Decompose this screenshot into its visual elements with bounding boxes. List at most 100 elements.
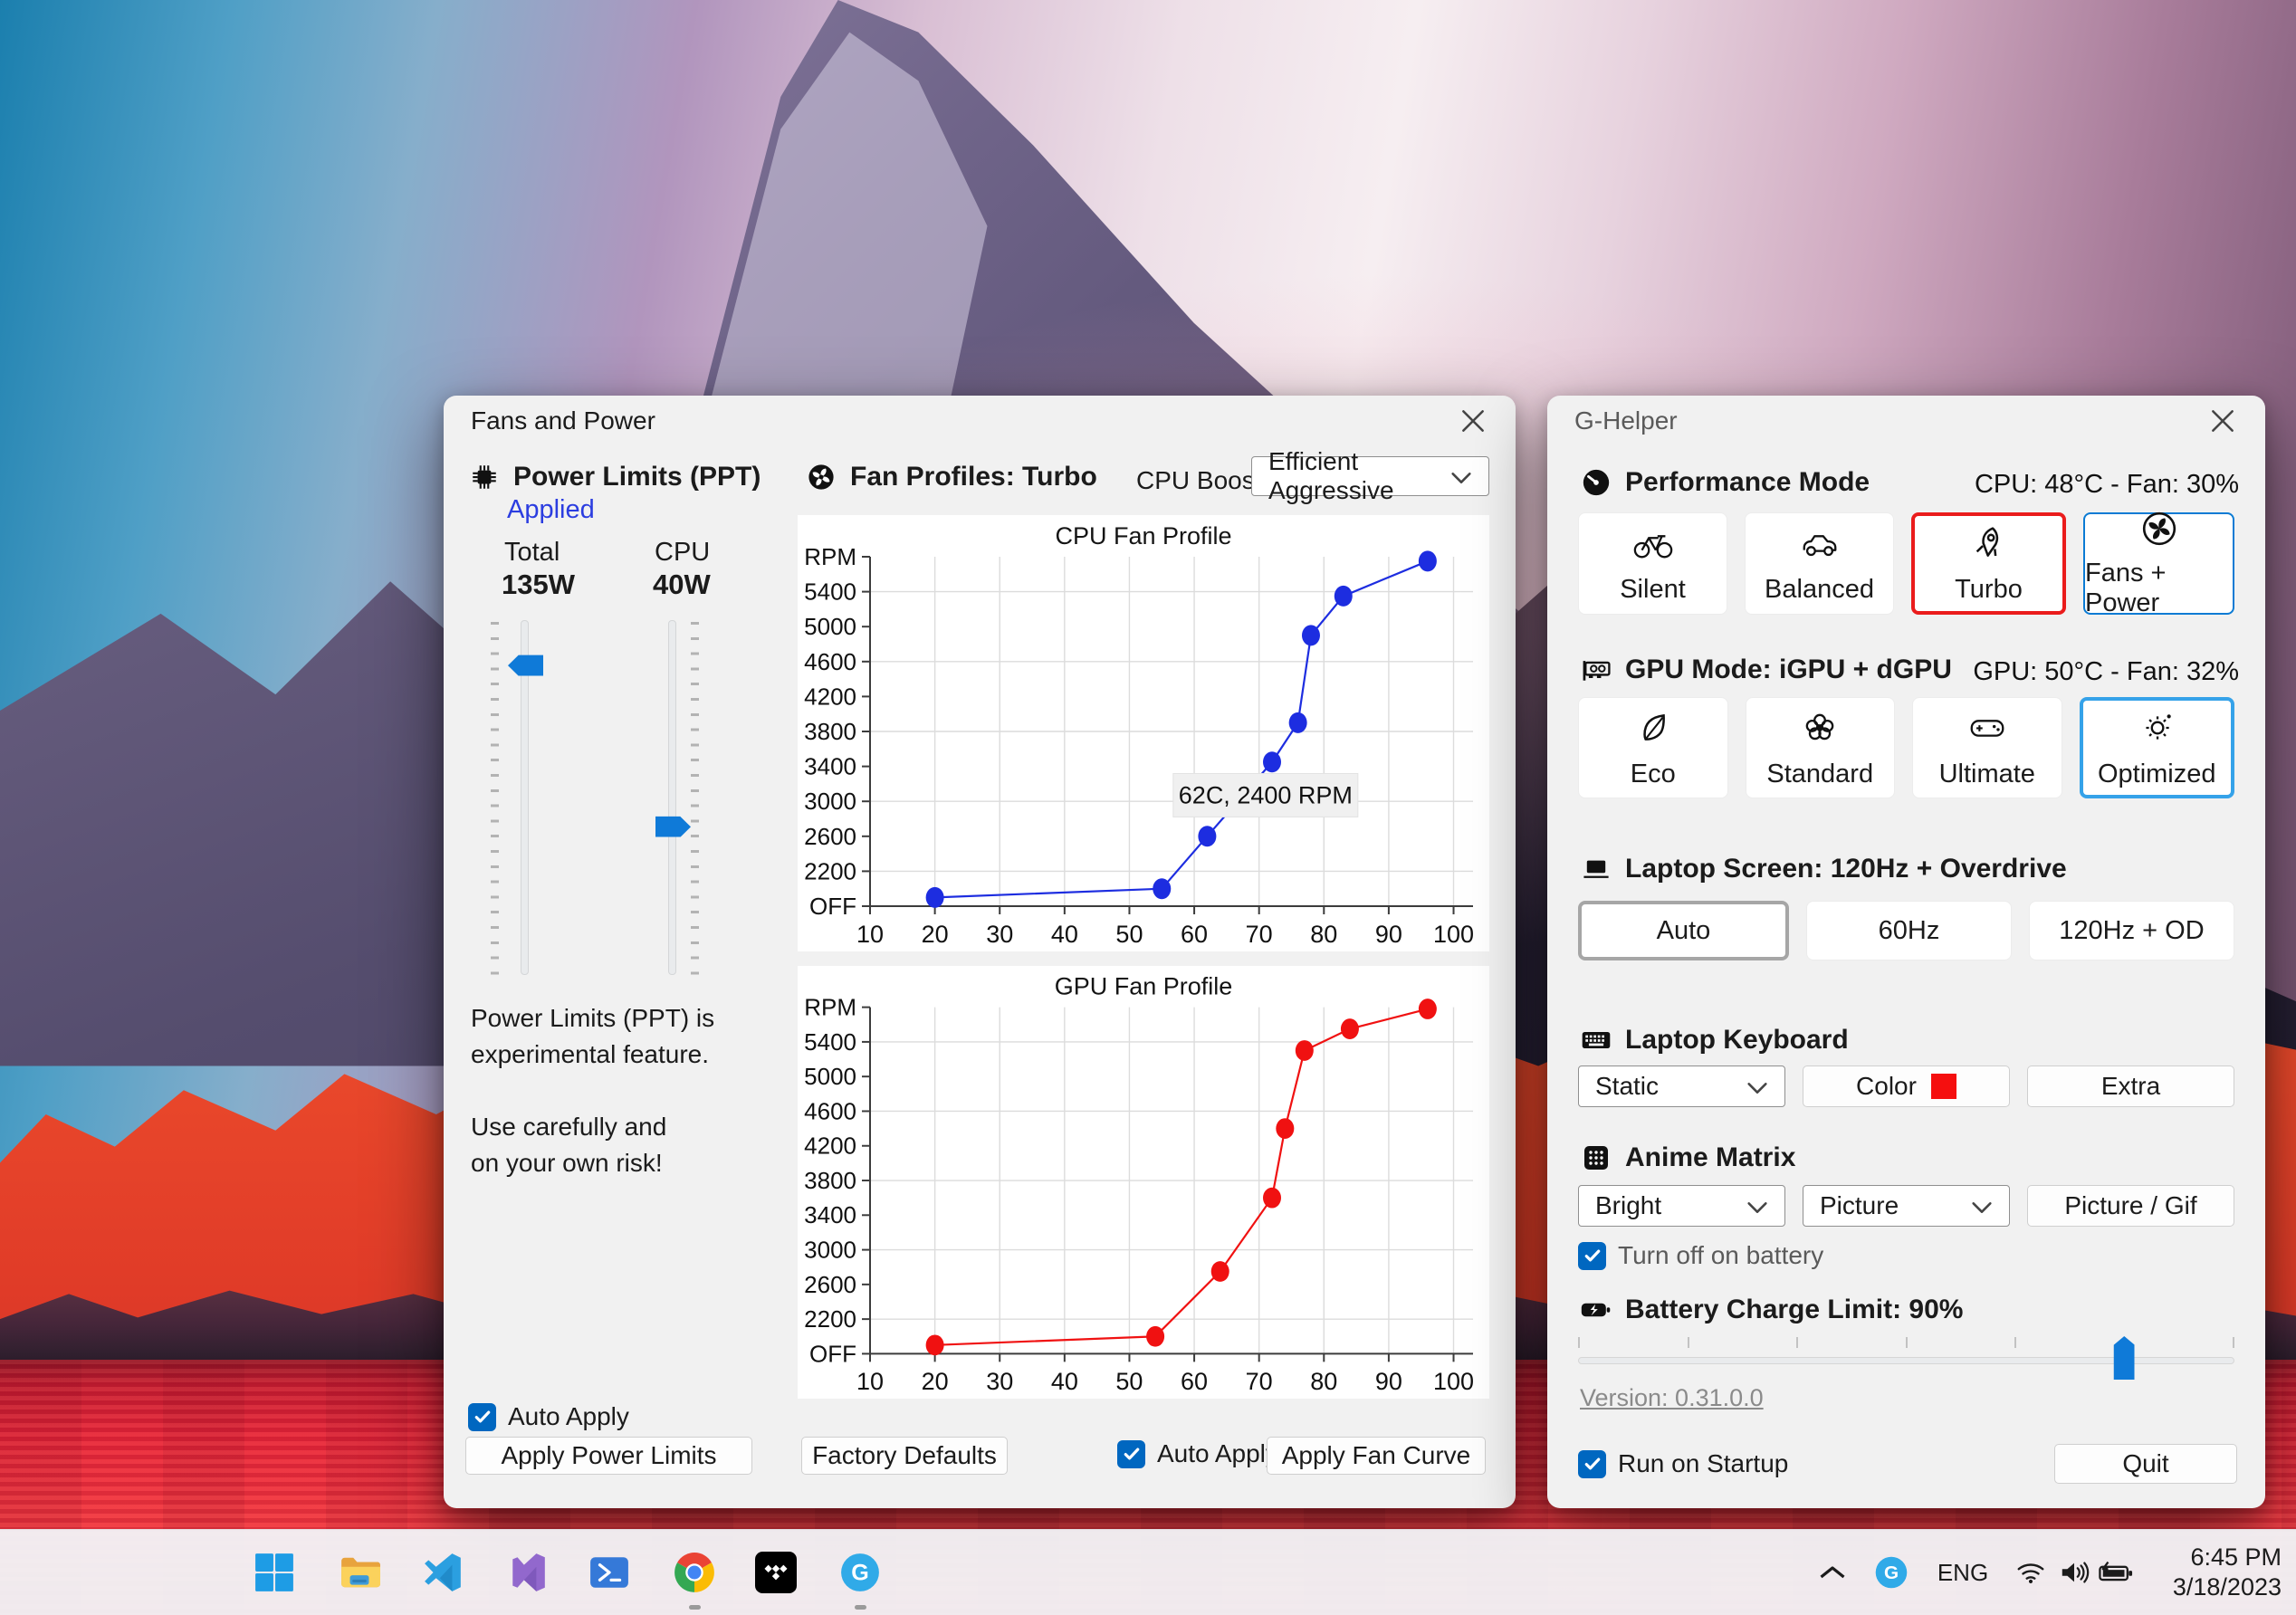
turn-off-on-battery-label: Turn off on battery <box>1618 1241 1824 1269</box>
taskbar-icon-powershell[interactable] <box>588 1551 631 1594</box>
taskbar-icon-visual-studio[interactable] <box>506 1551 550 1594</box>
battery-slider-thumb[interactable] <box>2113 1336 2135 1380</box>
svg-text:OFF: OFF <box>809 893 856 920</box>
mode-button-eco[interactable]: Eco <box>1578 697 1728 798</box>
power-auto-apply-label: Auto Apply <box>508 1402 629 1430</box>
close-icon[interactable] <box>2207 406 2238 436</box>
cpu-boost-dropdown[interactable]: Efficient Aggressive <box>1251 447 1489 504</box>
fan-auto-apply-checkbox[interactable] <box>1117 1439 1145 1468</box>
performance-mode-heading-row: Performance Mode <box>1580 466 1870 499</box>
mode-button-fans-power[interactable]: Fans + Power <box>2083 511 2234 617</box>
total-power-slider-thumb[interactable] <box>508 655 543 676</box>
factory-defaults-button[interactable]: Factory Defaults <box>801 1437 1008 1475</box>
taskbar-icon-start[interactable] <box>253 1551 296 1594</box>
svg-text:3000: 3000 <box>804 1238 856 1264</box>
leaf-icon <box>1630 707 1677 749</box>
svg-text:2600: 2600 <box>804 1273 856 1298</box>
cpu-fan-profile-chart[interactable]: OFF 2200 2600 3000 3400 3800 4200 4600 5000 5400 R… <box>798 515 1489 951</box>
run-on-startup-row: Run on Startup <box>1578 1449 1788 1478</box>
total-label: Total <box>504 538 560 567</box>
apply-fan-curve-button[interactable]: Apply Fan Curve <box>1267 1437 1486 1475</box>
svg-text:3800: 3800 <box>804 1169 856 1194</box>
cpu-temp-status: CPU: 48°C - Fan: 30% <box>1974 470 2239 499</box>
gamepad-icon <box>1964 707 2011 749</box>
turn-off-on-battery-checkbox[interactable] <box>1578 1241 1606 1270</box>
battery-charge-slider[interactable] <box>1578 1336 2234 1380</box>
chevron-down-icon <box>1746 1191 1768 1220</box>
keyboard-mode-value: Static <box>1595 1072 1660 1100</box>
note-line: Use carefully and <box>471 1113 667 1141</box>
svg-text:G: G <box>851 1560 869 1585</box>
cpu-fan-chart-svg[interactable]: OFF 2200 2600 3000 3400 3800 4200 4600 5000 5400 R… <box>798 515 1489 951</box>
cpu-power-slider-thumb[interactable] <box>655 816 691 837</box>
taskbar-icon-file-explorer[interactable] <box>338 1551 381 1594</box>
mode-button-60hz[interactable]: 60Hz <box>1806 901 2012 960</box>
gpu-fan-chart-svg[interactable]: OFF 2200 2600 3000 3400 3800 4200 4600 5000 5400 R… <box>798 966 1489 1399</box>
keyboard-icon <box>1580 1024 1612 1056</box>
mode-button-120hz-od[interactable]: 120Hz + OD <box>2029 901 2234 960</box>
anime-mode-dropdown[interactable]: Picture <box>1803 1185 2010 1227</box>
close-icon[interactable] <box>1458 406 1488 436</box>
cpu-power-slider[interactable] <box>655 620 691 975</box>
keyboard-color-button[interactable]: Color <box>1803 1066 2010 1107</box>
cpu-slider-ticks <box>691 622 699 975</box>
clock-time: 6:45 PM <box>2190 1543 2282 1571</box>
mode-button-turbo[interactable]: Turbo <box>1911 512 2066 615</box>
svg-text:G: G <box>1884 1562 1899 1583</box>
taskbar-icon-chrome[interactable] <box>673 1551 716 1594</box>
performance-mode-heading: Performance Mode <box>1625 467 1870 497</box>
mode-button-optimized[interactable]: Optimized <box>2079 697 2234 798</box>
language-indicator[interactable]: ENG <box>1937 1558 1989 1586</box>
anime-brightness-dropdown[interactable]: Bright <box>1578 1185 1785 1227</box>
chip-icon <box>468 461 501 493</box>
svg-text:90: 90 <box>1375 1368 1402 1395</box>
bicycle-icon <box>1630 522 1677 564</box>
battery-tray-icon[interactable] <box>2099 1556 2133 1589</box>
run-on-startup-checkbox[interactable] <box>1578 1449 1606 1478</box>
taskbar-icon-tidal[interactable] <box>754 1551 798 1594</box>
gpu-temp-status: GPU: 50°C - Fan: 32% <box>1973 657 2239 686</box>
battery-limit-heading-row: Battery Charge Limit: 90% <box>1580 1294 1963 1326</box>
keyboard-mode-dropdown[interactable]: Static <box>1578 1066 1785 1107</box>
chevron-up-icon[interactable] <box>1815 1556 1850 1589</box>
quit-button[interactable]: Quit <box>2054 1444 2237 1484</box>
apply-power-limits-button[interactable]: Apply Power Limits <box>465 1437 752 1475</box>
cpu-label: CPU <box>655 538 711 567</box>
wifi-icon[interactable] <box>2014 1556 2048 1589</box>
mode-button-silent[interactable]: Silent <box>1578 512 1727 615</box>
taskbar-icon-g-helper[interactable]: G <box>838 1551 882 1594</box>
performance-mode-buttons: Silent Balanced Turbo Fans + Power <box>1578 511 2234 617</box>
clock-date: 3/18/2023 <box>2172 1573 2282 1601</box>
clock[interactable]: 6:45 PM 3/18/2023 <box>2173 1543 2282 1602</box>
svg-text:50: 50 <box>1115 921 1143 948</box>
total-slider-ticks <box>491 622 499 975</box>
svg-text:62C, 2400 RPM: 62C, 2400 RPM <box>1179 781 1353 808</box>
taskbar-icon-vscode[interactable] <box>422 1551 465 1594</box>
laptop-screen-heading: Laptop Screen: 120Hz + Overdrive <box>1625 854 2067 884</box>
mode-button-standard[interactable]: Standard <box>1745 697 1895 798</box>
total-power-slider[interactable] <box>508 620 543 975</box>
laptop-icon <box>1580 853 1612 885</box>
mode-button-balanced[interactable]: Balanced <box>1745 512 1894 615</box>
cpu-boost-value: Efficient Aggressive <box>1268 447 1394 504</box>
car-icon <box>1796 522 1843 564</box>
power-limits-status: Applied <box>507 495 595 524</box>
laptop-keyboard-heading-row: Laptop Keyboard <box>1580 1024 1849 1056</box>
mode-button-auto[interactable]: Auto <box>1578 901 1789 960</box>
tray-ghelper-icon[interactable]: G <box>1874 1556 1909 1589</box>
gpu-fan-profile-chart[interactable]: OFF 2200 2600 3000 3400 3800 4200 4600 5000 5400 R… <box>798 966 1489 1399</box>
window-title: G-Helper <box>1574 406 1678 435</box>
mode-button-label: Turbo <box>1955 575 2023 604</box>
volume-icon[interactable] <box>2057 1556 2091 1589</box>
gpu-mode-heading: GPU Mode: iGPU + dGPU <box>1625 655 1952 684</box>
mode-button-ultimate[interactable]: Ultimate <box>1912 697 2062 798</box>
battery-limit-heading: Battery Charge Limit: 90% <box>1625 1295 1964 1324</box>
svg-text:CPU Fan Profile: CPU Fan Profile <box>1055 522 1231 549</box>
keyboard-extra-button[interactable]: Extra <box>2027 1066 2234 1107</box>
chevron-down-icon <box>1746 1072 1768 1101</box>
cpu-value: 40W <box>653 569 711 600</box>
running-indicator <box>855 1605 866 1610</box>
power-auto-apply-checkbox[interactable] <box>468 1402 496 1431</box>
version-link[interactable]: Version: 0.31.0.0 <box>1580 1384 1764 1411</box>
anime-picture-gif-button[interactable]: Picture / Gif <box>2027 1185 2234 1227</box>
